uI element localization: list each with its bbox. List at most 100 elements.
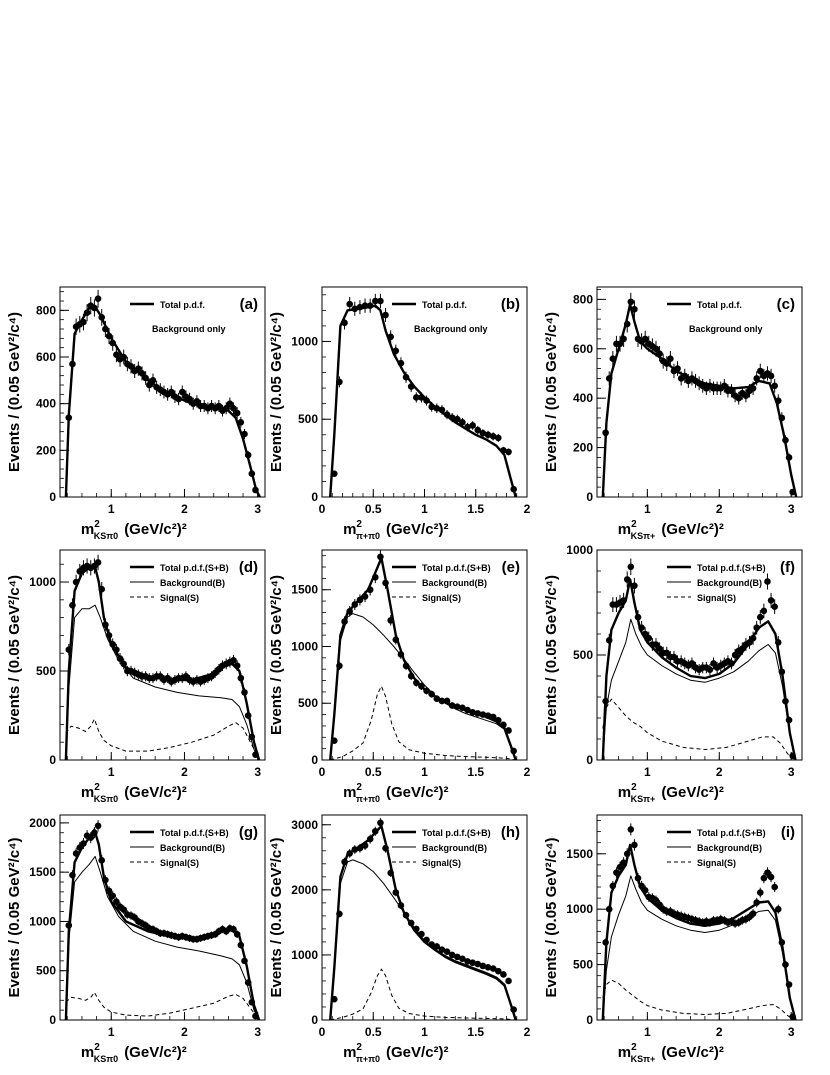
data-point <box>65 414 73 421</box>
x-label-main: m <box>81 784 94 801</box>
data-point <box>241 689 248 696</box>
chart-panel: 0 0.5 1 1.5 2 0 500 1000 Events / (0.05 GeV²/c⁴)… <box>268 286 531 541</box>
data-point <box>83 309 91 316</box>
data-point <box>356 844 364 852</box>
x-tick-label: 1 <box>108 765 115 779</box>
data-point <box>413 394 420 401</box>
x-label-main: m <box>343 1044 356 1061</box>
y-tick-label: 400 <box>36 397 56 411</box>
x-label-sup: 2 <box>94 782 100 793</box>
y-tick-label: 0 <box>49 1013 56 1027</box>
legend-label: Total p.d.f.(S+B) <box>697 828 766 838</box>
x-axis-label: m2 KSπ+ (GeV/c²)² <box>618 1042 724 1064</box>
data-point <box>248 733 256 741</box>
x-label-main: m <box>618 1044 631 1061</box>
y-tick-label: 2000 <box>29 816 56 830</box>
data-point <box>634 874 642 882</box>
data-point <box>489 965 497 972</box>
y-axis-label: Events / (0.05 GeV²/c⁴) <box>268 312 285 472</box>
x-tick-label: 2 <box>181 765 188 779</box>
total-pdf-curve <box>601 843 797 1021</box>
legend-label: Background(B) <box>160 578 225 588</box>
x-axis-label: m2 π+π0 (GeV/c²)² <box>343 1042 448 1064</box>
data-point <box>356 303 364 311</box>
data-point <box>510 485 517 493</box>
plot-frame <box>59 814 266 1021</box>
x-label-sub: π+π0 <box>356 531 380 541</box>
data-point <box>120 353 127 361</box>
data-point <box>778 939 786 946</box>
data-point <box>443 697 451 705</box>
data-point <box>663 360 671 367</box>
data-point <box>613 869 620 876</box>
y-tick-label: 200 <box>36 443 56 457</box>
data-point <box>102 325 109 333</box>
data-point <box>782 697 789 705</box>
data-point <box>351 305 359 313</box>
data-point <box>479 429 487 437</box>
y-tick-label: 3000 <box>291 818 318 832</box>
x-axis-label: m2 KSπ0 (GeV/c²)² <box>81 519 187 541</box>
x-tick-label: 2 <box>181 502 188 516</box>
legend-note: Background only <box>414 324 488 334</box>
y-tick-label: 800 <box>573 292 593 306</box>
data-point <box>356 596 364 604</box>
data-point <box>402 911 410 919</box>
data-point <box>749 910 757 917</box>
data-point <box>500 721 507 729</box>
legend-label: Signal(S) <box>697 593 736 603</box>
x-label-unit: (GeV/c²)² <box>124 521 187 538</box>
x-tick-label: 1.5 <box>467 502 484 516</box>
y-tick-label: 1000 <box>29 575 56 589</box>
data-point <box>91 829 98 837</box>
data-point <box>423 936 430 944</box>
x-tick-label: 2 <box>524 1025 531 1039</box>
y-tick-label: 1000 <box>291 948 318 962</box>
data-point <box>448 951 456 959</box>
x-label-main: m <box>81 521 94 538</box>
background-curve <box>329 613 517 761</box>
data-point <box>336 910 343 918</box>
data-point <box>402 373 410 381</box>
data-point <box>346 850 353 857</box>
y-tick-label: 500 <box>36 664 56 678</box>
y-axis-label: Events / (0.05 GeV²/c⁴) <box>6 838 23 998</box>
background-curve <box>602 618 796 761</box>
data-point <box>443 948 451 955</box>
data-point <box>244 712 252 719</box>
data-point <box>469 709 476 716</box>
x-label-sub: KSπ+ <box>631 531 656 541</box>
data-point <box>65 646 73 653</box>
y-tick-label: 200 <box>573 441 593 455</box>
x-label-sub: KSπ0 <box>94 794 118 804</box>
data-point <box>782 436 789 444</box>
x-tick-label: 3 <box>788 765 795 779</box>
data-point <box>706 666 714 673</box>
data-point <box>120 660 127 668</box>
data-point <box>105 632 113 639</box>
data-point <box>361 842 369 849</box>
data-point <box>418 682 425 690</box>
data-point <box>767 597 775 604</box>
data-point <box>760 607 768 615</box>
data-point <box>361 302 369 309</box>
signal-curve <box>65 991 259 1019</box>
data-point <box>652 897 660 904</box>
data-point <box>438 697 446 705</box>
y-axis-label: Events / (0.05 GeV²/c⁴) <box>6 312 23 472</box>
x-label-main: m <box>618 784 631 801</box>
data-point <box>474 710 482 717</box>
data-point <box>127 363 135 370</box>
data-point <box>69 871 76 879</box>
y-tick-label: 1000 <box>566 902 593 916</box>
x-label-sub: KSπ+ <box>631 1054 656 1064</box>
data-point <box>233 930 241 938</box>
data-point <box>109 339 117 347</box>
data-point <box>167 388 175 396</box>
panel-label: (f) <box>780 559 795 576</box>
data-point <box>138 370 146 377</box>
panel-label: (c) <box>777 296 795 313</box>
data-point <box>464 958 471 965</box>
signal-curve <box>65 718 259 757</box>
